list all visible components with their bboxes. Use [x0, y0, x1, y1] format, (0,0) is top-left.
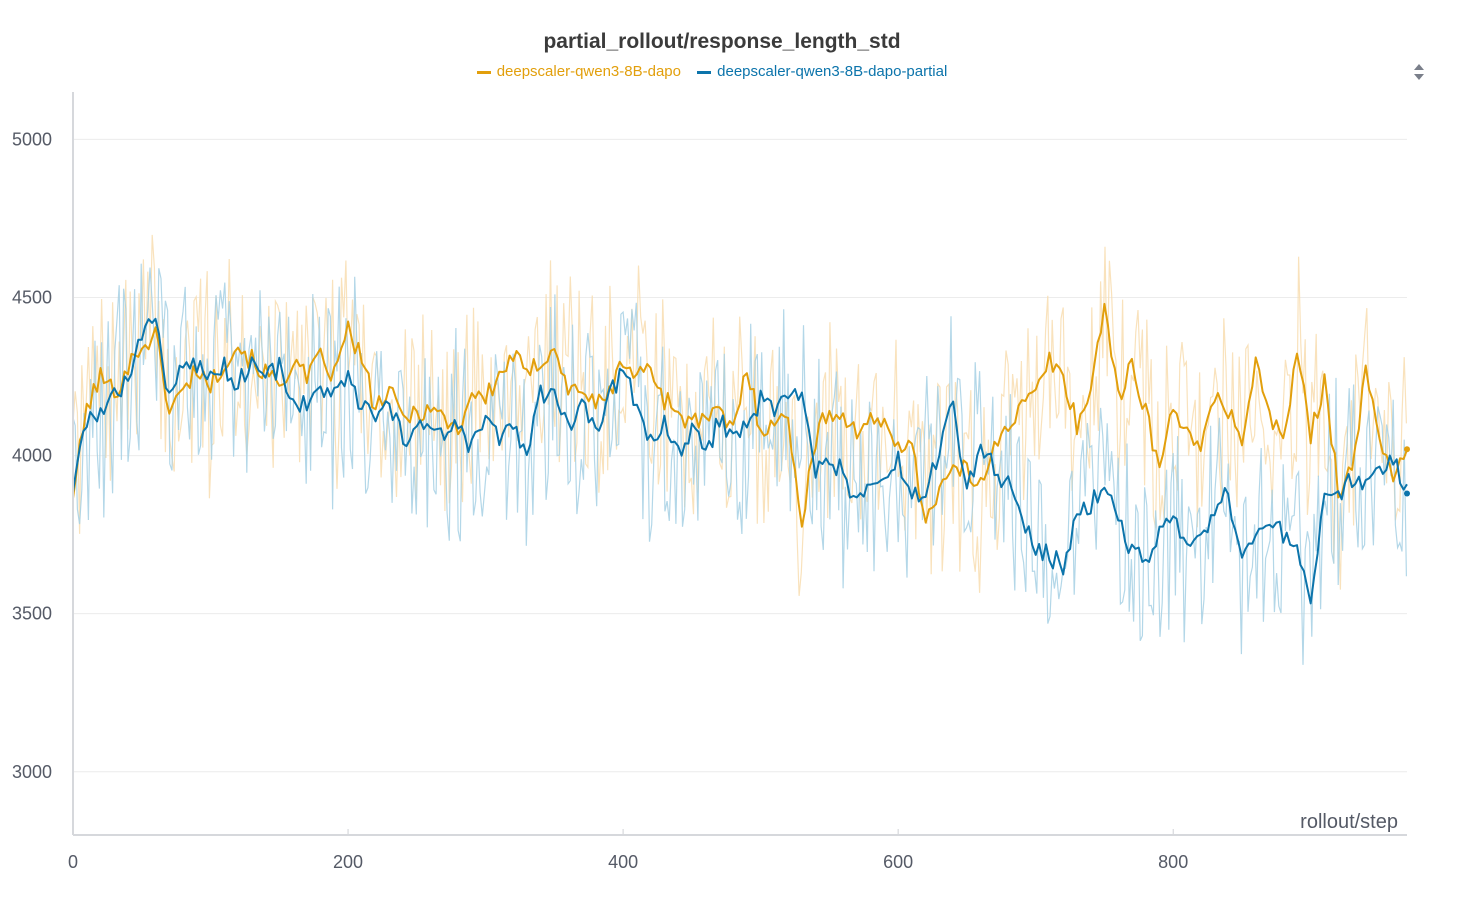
- x-tick-label: 800: [1158, 852, 1188, 872]
- axes-layer: [72, 92, 1407, 836]
- legend: deepscaler-qwen3-8B-dapo deepscaler-qwen…: [0, 63, 1424, 80]
- chart-title: partial_rollout/response_length_std: [543, 30, 901, 53]
- y-tick-label: 4500: [12, 288, 52, 308]
- y-tick-label: 3000: [12, 762, 52, 782]
- legend-item-series-b[interactable]: deepscaler-qwen3-8B-dapo-partial: [697, 63, 947, 80]
- x-tick-label: 400: [608, 852, 638, 872]
- tick-labels-layer: 3000 3500 4000 4500 5000 0 200 400 600 800 rollout…: [12, 129, 1398, 872]
- legend-swatch-series-b: [697, 70, 712, 74]
- x-tick-label: 0: [68, 852, 78, 872]
- raw-trace-series-1: [72, 263, 1407, 665]
- series-end-marker-0: [1404, 446, 1410, 453]
- sort-updown-icon[interactable]: [1412, 62, 1426, 82]
- legend-swatch-series-a: [476, 70, 491, 74]
- y-tick-label: 5000: [12, 129, 52, 149]
- x-tick-label: 200: [333, 852, 363, 872]
- series-line-0: [72, 302, 1408, 528]
- y-tick-label: 4000: [12, 446, 52, 466]
- x-axis-title: rollout/step: [1300, 811, 1398, 833]
- x-tick-label: 600: [883, 852, 913, 872]
- series-end-marker-1: [1404, 490, 1410, 497]
- grid-layer: [73, 138, 1407, 773]
- raw-noise-layer: [72, 234, 1407, 665]
- legend-item-series-a[interactable]: deepscaler-qwen3-8B-dapo: [476, 63, 681, 80]
- series-lines-layer: [72, 300, 1410, 614]
- y-tick-label: 3500: [12, 604, 52, 624]
- legend-label-series-a: deepscaler-qwen3-8B-dapo: [496, 63, 681, 80]
- series-line-1: [72, 317, 1408, 605]
- legend-label-series-b: deepscaler-qwen3-8B-dapo-partial: [717, 63, 948, 80]
